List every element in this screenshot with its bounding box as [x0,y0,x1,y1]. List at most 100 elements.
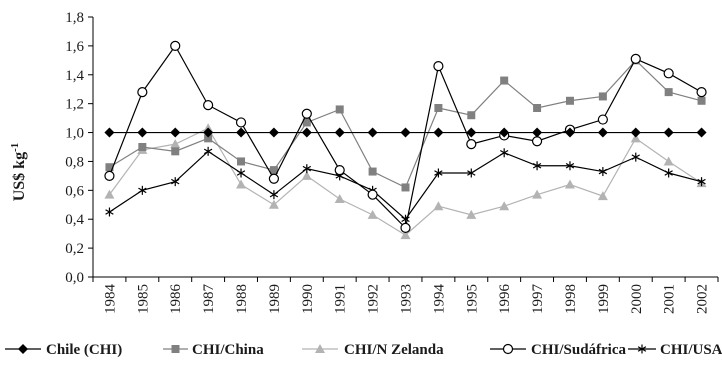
y-tick-label: 1,2 [65,97,84,113]
y-tick-label: 0,0 [65,270,84,286]
data-point [565,161,575,171]
data-point [203,146,213,156]
data-point [663,127,674,138]
x-tick-label: 2001 [662,284,678,314]
series-1 [105,56,706,192]
y-tick-label: 1,6 [65,39,84,55]
data-point [466,127,477,138]
series-4 [105,146,706,224]
data-point [597,114,608,125]
asterisk-stroke [598,168,608,175]
legend-item-4: CHI/USA [628,342,722,358]
data-point [269,166,278,175]
data-point [467,111,476,120]
y-axis-title-text: US$ kg-1 [9,143,28,202]
data-point [268,199,279,209]
x-tick-label: 2002 [695,284,711,314]
asterisk-stroke [637,346,647,352]
y-axis-title: US$ kg-1 [9,143,28,202]
data-point [269,190,279,200]
x-tick-label: 1999 [596,284,612,314]
y-axis-title-superscript: -1 [9,143,21,152]
legend-marker [171,345,180,353]
data-point [630,127,641,138]
x-tick-label: 1994 [431,284,447,315]
asterisk-stroke [434,170,443,176]
data-point [105,163,114,172]
y-tick-label: 1,4 [65,68,84,84]
data-point [597,191,608,201]
asterisk-stroke [203,148,213,155]
asterisk-stroke [171,178,180,185]
data-point [434,104,443,112]
data-point [630,53,641,64]
data-point [203,100,214,111]
data-point [301,170,312,180]
data-point [697,177,706,187]
data-point [104,127,115,138]
data-point [137,127,148,138]
data-point [564,179,575,189]
data-point [531,136,543,147]
x-tick-label: 1993 [399,284,415,314]
data-point [138,185,147,195]
data-point [532,161,542,171]
x-tick-label: 1988 [234,284,250,314]
data-point [696,87,707,98]
series-3 [104,40,707,233]
data-point [433,201,444,211]
data-point [400,230,411,240]
y-tick-label: 0,8 [65,154,84,170]
data-point [696,127,707,138]
x-tick-label: 1985 [135,284,151,314]
x-tick-label: 1989 [267,284,283,314]
data-point [565,96,574,105]
data-point [598,92,607,101]
data-point [137,87,148,98]
data-point [597,127,608,138]
x-tick-label: 1997 [530,284,546,315]
data-point [533,104,542,112]
x-tick-label: 1991 [333,284,349,314]
series-layer [104,40,707,240]
data-point [598,167,608,177]
data-point [302,164,312,174]
data-point [631,152,640,162]
asterisk-stroke [105,209,114,215]
data-point [466,209,477,219]
data-point [268,173,280,184]
data-point [301,127,312,138]
data-point [302,118,311,127]
legend: Chile (CHI) CHI/China CHI/N Zelanda CHI/Sud… [5,342,722,358]
data-point [236,168,246,178]
data-point [664,88,673,97]
asterisk-stroke [467,170,476,176]
y-tick-label: 0,2 [65,241,84,257]
y-tick-label: 1,0 [65,126,84,142]
data-point [334,127,345,138]
data-point [171,147,180,156]
legend-item-2: CHI/N Zelanda [302,342,444,358]
asterisk-stroke [499,150,509,156]
data-point [663,156,674,166]
data-point [401,183,410,192]
asterisk-stroke [269,191,279,198]
x-tick-label: 1987 [201,284,217,315]
asterisk-stroke [664,170,673,176]
data-point [499,201,510,211]
data-point [663,68,674,79]
series-0 [104,127,707,138]
data-point [467,168,476,178]
data-point [204,134,213,143]
data-point [104,170,115,181]
legend-label: CHI/N Zelanda [344,342,444,358]
data-point [367,127,378,138]
data-point [170,127,181,138]
data-point [301,108,312,119]
data-point [334,165,345,176]
x-tick-label: 2000 [629,284,645,314]
data-point [236,127,247,138]
x-tick-label: 1984 [102,284,118,315]
data-point [237,157,246,166]
asterisk-stroke [138,187,147,194]
